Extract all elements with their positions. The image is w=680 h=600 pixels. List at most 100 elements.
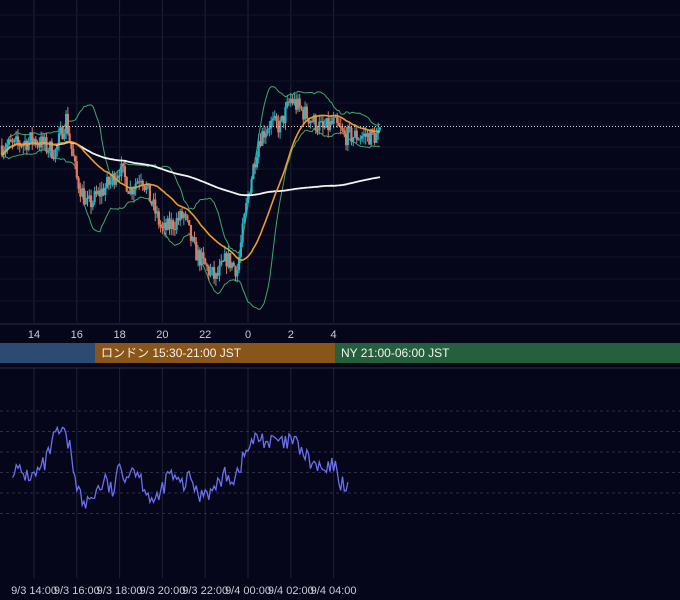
candle-body bbox=[373, 132, 376, 143]
candle-body bbox=[29, 132, 32, 141]
candle-body bbox=[368, 133, 371, 145]
candle-body bbox=[138, 181, 141, 183]
candle-body bbox=[378, 127, 382, 130]
candle-body bbox=[72, 148, 75, 157]
price-x-tick-label: 20 bbox=[156, 329, 168, 341]
candle-body bbox=[125, 177, 128, 192]
candle-body bbox=[255, 157, 259, 168]
candle-body bbox=[350, 127, 353, 142]
candle-body bbox=[205, 264, 209, 267]
candle-body bbox=[202, 252, 205, 259]
candle-body bbox=[289, 98, 292, 103]
candle-body bbox=[332, 117, 335, 124]
candle-body bbox=[177, 218, 180, 221]
candle-body bbox=[191, 237, 194, 241]
candle-body bbox=[134, 183, 137, 190]
candle-body bbox=[254, 164, 257, 168]
candle-body bbox=[295, 99, 298, 110]
candle-body bbox=[229, 253, 232, 268]
candle-body bbox=[116, 175, 119, 179]
candle-body bbox=[232, 262, 235, 267]
candle-body bbox=[268, 128, 271, 130]
candle-body bbox=[9, 139, 12, 142]
candle-body bbox=[23, 140, 27, 144]
candle-body bbox=[353, 130, 357, 138]
moving-averages bbox=[0, 114, 680, 262]
candle-body bbox=[327, 118, 330, 131]
candle-body bbox=[148, 183, 152, 202]
candle-body bbox=[54, 149, 57, 159]
candle-body bbox=[143, 186, 146, 191]
candle-body bbox=[163, 222, 166, 229]
candle-body bbox=[166, 218, 169, 230]
candle-body bbox=[287, 101, 291, 103]
price-x-tick-label: 16 bbox=[71, 329, 83, 341]
session-london: ロンドン 15:30-21:00 JST bbox=[95, 343, 335, 363]
candle-body bbox=[320, 121, 323, 123]
price-x-tick-label: 2 bbox=[288, 329, 294, 341]
candle-body bbox=[184, 213, 187, 216]
candle-body bbox=[113, 173, 116, 185]
candle-body bbox=[341, 127, 344, 131]
candle-body bbox=[136, 181, 139, 184]
candle-body bbox=[81, 188, 84, 197]
candle-body bbox=[246, 193, 250, 203]
candle-body bbox=[339, 126, 342, 128]
candle-body bbox=[211, 267, 214, 271]
candle-body bbox=[309, 120, 312, 124]
candle-body bbox=[40, 136, 43, 148]
candle-body bbox=[259, 141, 262, 146]
candle-body bbox=[31, 132, 34, 143]
candle-body bbox=[52, 157, 55, 159]
candle-body bbox=[248, 192, 251, 194]
candle-body bbox=[216, 273, 219, 276]
candle-body bbox=[328, 121, 332, 131]
price-time-axis: 14 16 18 20 22 0 2 4 bbox=[28, 329, 337, 341]
candle-body bbox=[307, 118, 310, 124]
candle-body bbox=[357, 139, 360, 141]
session-london-label: ロンドン 15:30-21:00 JST bbox=[101, 346, 242, 360]
candle-body bbox=[261, 131, 264, 146]
candle-body bbox=[4, 148, 7, 152]
candle-body bbox=[209, 270, 212, 276]
osc-x-tick-label: 9/4 02:00 bbox=[268, 585, 314, 597]
candle-body bbox=[95, 191, 98, 195]
candle-body bbox=[366, 133, 369, 137]
candle-body bbox=[218, 265, 221, 276]
candle-body bbox=[280, 115, 283, 121]
candle-body bbox=[220, 260, 223, 266]
candle-body bbox=[337, 123, 341, 127]
oscillator-line bbox=[12, 425, 349, 509]
candle-body bbox=[344, 133, 348, 146]
candle-body bbox=[63, 133, 66, 140]
candle-body bbox=[122, 163, 125, 167]
candle-body bbox=[369, 129, 373, 145]
candle-body bbox=[43, 137, 46, 145]
candle-body bbox=[164, 222, 168, 230]
candle-body bbox=[318, 121, 321, 131]
candle-body bbox=[102, 188, 105, 196]
candle-body bbox=[48, 141, 52, 151]
candle-body bbox=[89, 195, 93, 208]
candle-body bbox=[361, 135, 364, 139]
candle-body bbox=[155, 211, 159, 214]
candle-body bbox=[130, 188, 134, 195]
candle-body bbox=[303, 106, 307, 120]
candle-body bbox=[312, 115, 316, 122]
candle-body bbox=[362, 133, 366, 136]
candle-body bbox=[245, 202, 248, 214]
candle-body bbox=[7, 139, 11, 145]
candle-body bbox=[266, 129, 269, 134]
candle-body bbox=[154, 199, 157, 214]
candle-body bbox=[20, 145, 23, 147]
session-tokyo bbox=[0, 343, 95, 363]
candle-body bbox=[364, 133, 367, 137]
price-x-tick-label: 14 bbox=[28, 329, 40, 341]
candle-body bbox=[16, 136, 20, 143]
candle-body bbox=[73, 156, 77, 162]
candle-body bbox=[348, 126, 351, 128]
candle-body bbox=[270, 120, 273, 129]
candle-body bbox=[227, 253, 230, 267]
candle-body bbox=[186, 215, 189, 220]
